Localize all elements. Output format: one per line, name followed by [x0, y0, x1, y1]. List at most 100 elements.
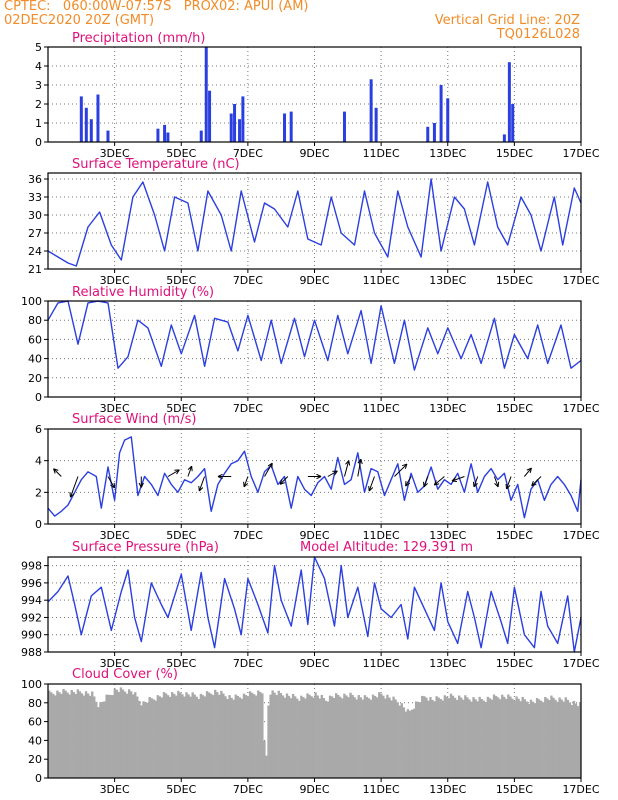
- cloud-bar: [203, 696, 207, 778]
- cloud-bar: [246, 696, 250, 778]
- wind-arrow: [264, 462, 273, 477]
- cloud-bar: [380, 693, 383, 778]
- cloud-bar: [404, 711, 408, 778]
- x-tick-label: 9DEC: [299, 657, 329, 670]
- wind-arrow-shaft: [394, 463, 408, 477]
- x-tick-label: 3DEC: [100, 529, 130, 542]
- wind-arrow-head: [53, 468, 56, 474]
- cloud-bar: [287, 695, 291, 778]
- wind-arrow: [138, 476, 144, 488]
- x-tick-label: 11DEC: [363, 783, 400, 796]
- x-tick-label: 5DEC: [166, 147, 196, 160]
- cloud-bar: [160, 697, 164, 778]
- wind-arrow: [187, 465, 193, 477]
- panel-subtitle: Model Altitude: 129.391 m: [300, 540, 473, 555]
- wind-arrow-head: [497, 481, 500, 487]
- cloud-bar: [521, 696, 524, 778]
- precip-bar: [446, 98, 450, 142]
- cloud-bar: [123, 691, 127, 778]
- x-tick-label: 7DEC: [233, 402, 263, 415]
- wind-arrow-shaft: [343, 460, 350, 477]
- cloud-bar: [519, 701, 522, 778]
- x-tick-label: 3DEC: [100, 402, 130, 415]
- cloud-bar: [136, 696, 139, 778]
- panel-2: Surface Temperature (nC) 21 24 27 30 33 36 3DEC…: [28, 157, 600, 287]
- cloud-bar: [509, 696, 512, 778]
- precip-bar: [233, 104, 237, 142]
- cloud-bar: [253, 694, 256, 778]
- cloud-bar: [50, 692, 53, 778]
- cloud-bar: [564, 697, 567, 778]
- cloud-bar: [388, 697, 391, 778]
- cloud-bar: [199, 693, 203, 778]
- cloud-bar: [441, 700, 444, 778]
- wind-arrow-head: [451, 480, 458, 483]
- wind-arrow: [217, 473, 232, 480]
- wind-arrow-head: [198, 487, 204, 492]
- cloud-bar: [205, 691, 209, 778]
- x-tick-label: 15DEC: [496, 529, 533, 542]
- cloud-bar: [345, 695, 348, 778]
- wind-arrow-head: [360, 459, 363, 465]
- run-code: TQ0126L028: [496, 27, 580, 42]
- cloud-bar: [48, 690, 51, 778]
- cloud-bar: [158, 696, 162, 778]
- cloud-bar: [496, 697, 500, 778]
- cloud-bar: [134, 692, 137, 778]
- cloud-bar: [445, 696, 449, 778]
- wind-arrow-shaft: [423, 476, 429, 488]
- cloud-bar: [66, 692, 69, 778]
- cloud-bar: [421, 695, 424, 778]
- header-line-1: CPTEC: 060:00W-07:57S PROX02: APUI (AM): [4, 0, 309, 14]
- wind-arrow-shaft: [69, 476, 79, 498]
- x-tick-label: 5DEC: [166, 529, 196, 542]
- cloud-bar: [181, 694, 184, 778]
- x-tick-label: 13DEC: [429, 402, 466, 415]
- cloud-bar: [127, 689, 131, 778]
- wind-arrow: [343, 460, 351, 477]
- wind-arrow-shaft: [279, 476, 289, 485]
- y-tick-label: 3: [35, 79, 42, 92]
- panel-6: Cloud Cover (%) 0 20 40 60 80 100 3DEC 5DEC 7DEC 9…: [21, 667, 600, 796]
- cloud-bar: [117, 691, 121, 778]
- cloud-bar: [429, 697, 432, 778]
- cloud-bar: [162, 692, 166, 778]
- y-tick-label: 2: [35, 486, 42, 499]
- wind-arrow-head: [138, 482, 142, 488]
- cloud-bar: [304, 698, 307, 778]
- y-tick-label: 80: [28, 697, 42, 710]
- cloud-bar: [447, 698, 451, 778]
- cloud-bar: [111, 695, 114, 778]
- wind-arrow: [53, 468, 62, 477]
- cloud-bar: [451, 695, 455, 778]
- wind-arrow-head: [451, 477, 456, 482]
- x-tick-label: 9DEC: [299, 529, 329, 542]
- precip-bar: [502, 134, 506, 142]
- wind-arrow: [279, 476, 289, 485]
- cloud-bar: [412, 708, 416, 778]
- cloud-bar: [396, 702, 399, 778]
- y-tick-label: 100: [21, 295, 42, 308]
- wind-arrow: [451, 476, 465, 483]
- cloud-bar: [171, 692, 174, 778]
- wind-arrow-head: [422, 481, 425, 487]
- cloud-bar: [52, 693, 55, 778]
- y-tick-label: 0: [35, 772, 42, 785]
- wind-arrow-head: [423, 482, 428, 488]
- cloud-bar: [324, 700, 328, 778]
- panel-4: Surface Wind (m/s) 0 2 4 6 3DEC 5DEC 7DEC 9DEC 11…: [35, 412, 600, 542]
- y-tick-label: 21: [28, 263, 42, 276]
- cloud-bar: [267, 705, 270, 778]
- cloud-bar: [568, 702, 572, 778]
- cloud-bar: [300, 695, 303, 778]
- cloud-bar: [548, 700, 551, 778]
- precip-bar: [439, 85, 443, 142]
- cloud-bar: [148, 696, 151, 778]
- y-tick-label: 0: [35, 136, 42, 149]
- wind-arrow-head: [505, 483, 508, 489]
- cloud-bar: [376, 697, 379, 778]
- y-tick-label: 20: [28, 372, 42, 385]
- cloud-bar: [414, 701, 418, 778]
- wind-arrow-shaft: [506, 476, 512, 490]
